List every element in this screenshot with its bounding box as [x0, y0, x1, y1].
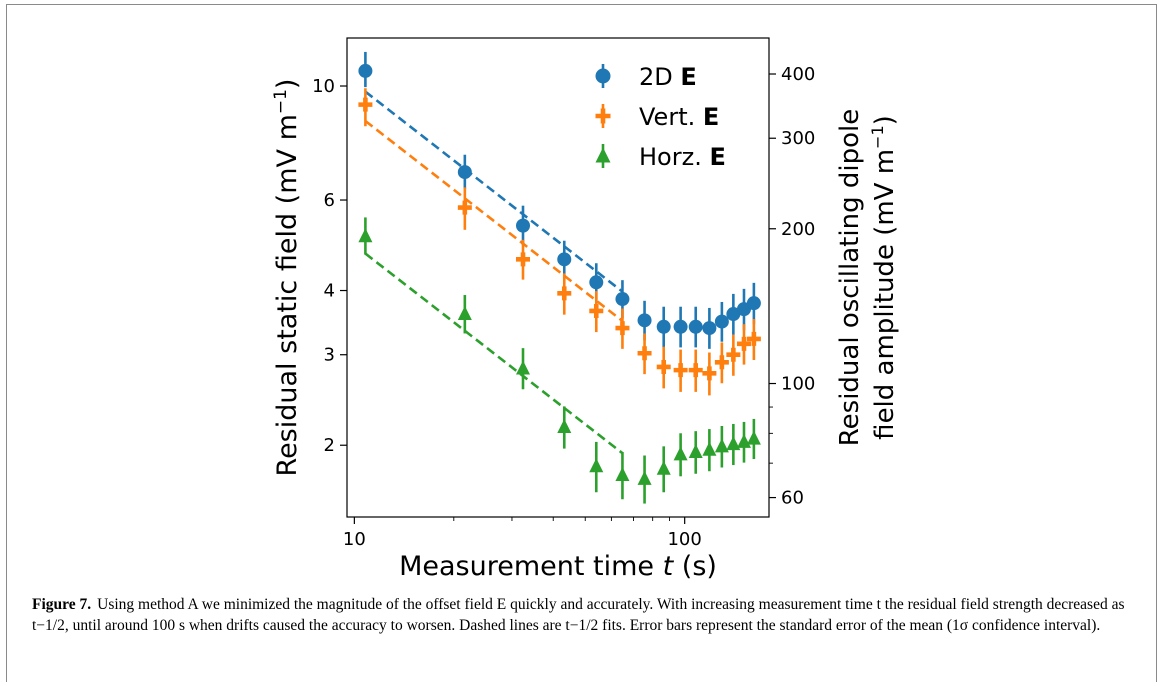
y2-tick-label: 60: [781, 488, 804, 509]
marker-plus: [688, 363, 703, 378]
marker-circle: [557, 252, 572, 267]
fit-lines: [364, 90, 624, 455]
x-tick-label: 10: [343, 529, 366, 550]
marker-plus: [637, 346, 652, 361]
marker-triangle: [688, 444, 703, 459]
legend: 2D E Vert. E Horz. E: [595, 63, 726, 171]
marker-plus: [557, 286, 572, 301]
plot-frame: [346, 37, 770, 518]
marker-plus: [595, 108, 611, 124]
x-tick-label: 100: [667, 529, 701, 550]
y2-tick-label: 300: [781, 128, 815, 149]
marker-plus: [714, 355, 729, 370]
marker-circle: [457, 165, 472, 180]
marker-triangle: [637, 470, 652, 485]
marker-triangle: [557, 419, 572, 434]
frame-top-border: [6, 4, 1157, 5]
marker-triangle: [673, 446, 688, 461]
figure-caption: Figure 7. Using method A we minimized the…: [32, 594, 1132, 636]
marker-circle: [702, 321, 717, 336]
y2-axis-label-line1: Residual oscillating dipole: [835, 109, 865, 446]
marker-circle: [615, 292, 630, 307]
legend-label: Vert. E: [639, 103, 719, 131]
marker-plus: [615, 321, 630, 336]
marker-plus: [589, 303, 604, 318]
x-axis-label: Measurement time t (s): [399, 551, 717, 582]
marker-plus: [702, 366, 717, 381]
marker-triangle: [457, 306, 472, 321]
y-axis-label: Residual static field (mV m−1): [271, 79, 303, 477]
y-tick-label: 6: [324, 190, 335, 211]
marker-triangle: [589, 458, 604, 473]
marker-circle: [358, 63, 373, 78]
marker-circle: [688, 319, 703, 334]
marker-triangle: [726, 436, 741, 451]
fit-line: [364, 90, 624, 293]
y2-tick-label: 100: [781, 374, 815, 395]
caption-text: Using method A we minimized the magnitud…: [32, 596, 1125, 634]
marker-circle: [595, 68, 611, 84]
marker-plus: [457, 200, 472, 215]
caption-label: Figure 7.: [32, 596, 92, 613]
marker-circle: [637, 313, 652, 328]
marker-circle: [714, 314, 729, 329]
figure-frame: [6, 4, 1157, 682]
y-tick-label: 2: [324, 435, 335, 456]
y-tick-label: 4: [324, 281, 335, 302]
marker-plus: [673, 363, 688, 378]
marker-plus: [726, 347, 741, 362]
axis-labels: Measurement time t (s) Residual static fi…: [271, 79, 900, 582]
marker-plus: [736, 336, 751, 351]
y2-tick-label: 200: [781, 219, 815, 240]
fit-line: [364, 252, 624, 455]
marker-circle: [656, 319, 671, 334]
marker-plus: [516, 252, 531, 267]
marker-circle: [746, 296, 761, 311]
marker-plus: [656, 359, 671, 374]
marker-triangle: [702, 441, 717, 456]
y2-tick-label: 400: [781, 64, 815, 85]
y2-axis-label-line2: field amplitude (mV m−1): [868, 115, 900, 440]
marker-triangle: [516, 360, 531, 375]
marker-plus: [746, 331, 761, 346]
y-tick-label: 10: [312, 76, 335, 97]
marker-triangle: [714, 438, 729, 453]
fit-line: [364, 119, 624, 322]
marker-plus: [358, 97, 373, 112]
marker-triangle: [595, 147, 611, 163]
marker-triangle: [746, 430, 761, 445]
y-tick-label: 3: [324, 345, 335, 366]
marker-triangle: [656, 460, 671, 475]
data-points: [358, 51, 761, 504]
legend-label: Horz. E: [639, 143, 726, 171]
chart-svg: 10 100 2 3 4 6 10 60 100 200 300 400 2D E Vert. E Hor…: [271, 37, 900, 582]
marker-circle: [589, 275, 604, 290]
marker-circle: [726, 307, 741, 322]
marker-circle: [516, 218, 531, 233]
marker-triangle: [615, 467, 630, 482]
marker-circle: [673, 319, 688, 334]
axes: 10 100 2 3 4 6 10 60 100 200 300 400: [312, 37, 815, 550]
legend-label: 2D E: [639, 63, 697, 91]
marker-triangle: [358, 228, 373, 243]
